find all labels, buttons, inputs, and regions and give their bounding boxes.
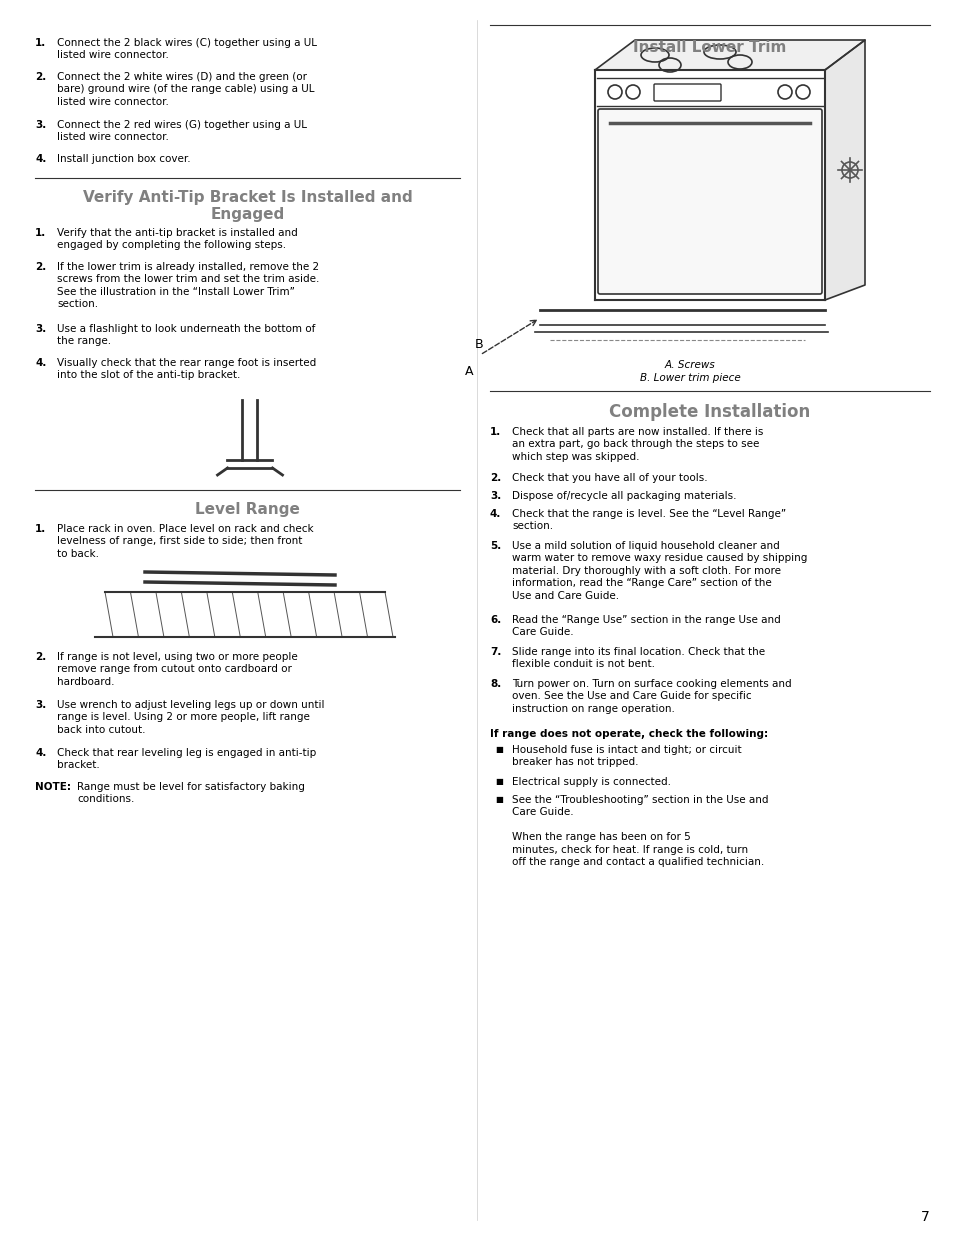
Text: B: B xyxy=(475,338,483,351)
Text: 3.: 3. xyxy=(35,700,46,710)
Text: Electrical supply is connected.: Electrical supply is connected. xyxy=(512,777,670,787)
Text: Check that you have all of your tools.: Check that you have all of your tools. xyxy=(512,473,707,483)
Text: Check that all parts are now installed. If there is
an extra part, go back throu: Check that all parts are now installed. … xyxy=(512,427,762,462)
Text: Read the “Range Use” section in the range Use and
Care Guide.: Read the “Range Use” section in the rang… xyxy=(512,615,780,637)
Text: 7.: 7. xyxy=(490,647,501,657)
Text: Verify that the anti-tip bracket is installed and
engaged by completing the foll: Verify that the anti-tip bracket is inst… xyxy=(57,228,297,251)
Text: 4.: 4. xyxy=(35,154,47,164)
Text: If range is not level, using two or more people
remove range from cutout onto ca: If range is not level, using two or more… xyxy=(57,652,297,687)
Text: 2.: 2. xyxy=(35,652,46,662)
Text: B. Lower trim piece: B. Lower trim piece xyxy=(639,373,740,383)
Text: ■: ■ xyxy=(495,777,502,785)
Text: Connect the 2 white wires (D) and the green (or
bare) ground wire (of the range : Connect the 2 white wires (D) and the gr… xyxy=(57,72,314,106)
Text: See the “Troubleshooting” section in the Use and
Care Guide.

When the range has: See the “Troubleshooting” section in the… xyxy=(512,795,768,867)
Text: Dispose of/recycle all packaging materials.: Dispose of/recycle all packaging materia… xyxy=(512,492,736,501)
Text: 3.: 3. xyxy=(35,324,46,333)
Text: Household fuse is intact and tight; or circuit
breaker has not tripped.: Household fuse is intact and tight; or c… xyxy=(512,745,740,767)
Polygon shape xyxy=(595,40,864,70)
Text: NOTE:: NOTE: xyxy=(35,782,71,792)
Text: Range must be level for satisfactory baking
conditions.: Range must be level for satisfactory bak… xyxy=(77,782,305,804)
Text: A: A xyxy=(464,366,473,378)
Text: Check that the range is level. See the “Level Range”
section.: Check that the range is level. See the “… xyxy=(512,509,785,531)
Text: 6.: 6. xyxy=(490,615,500,625)
Text: 4.: 4. xyxy=(35,748,47,758)
Text: Connect the 2 black wires (C) together using a UL
listed wire connector.: Connect the 2 black wires (C) together u… xyxy=(57,38,316,61)
Text: A. Screws: A. Screws xyxy=(664,359,715,370)
Text: 3.: 3. xyxy=(35,120,46,130)
Text: 8.: 8. xyxy=(490,679,500,689)
Text: Level Range: Level Range xyxy=(194,501,299,517)
Text: If the lower trim is already installed, remove the 2
screws from the lower trim : If the lower trim is already installed, … xyxy=(57,262,319,309)
Text: 4.: 4. xyxy=(35,358,47,368)
Text: 5.: 5. xyxy=(490,541,500,551)
Text: Connect the 2 red wires (G) together using a UL
listed wire connector.: Connect the 2 red wires (G) together usi… xyxy=(57,120,307,142)
Text: Install Lower Trim: Install Lower Trim xyxy=(633,40,786,56)
Text: Check that rear leveling leg is engaged in anti-tip
bracket.: Check that rear leveling leg is engaged … xyxy=(57,748,315,771)
Text: Use wrench to adjust leveling legs up or down until
range is level. Using 2 or m: Use wrench to adjust leveling legs up or… xyxy=(57,700,324,735)
Text: 4.: 4. xyxy=(490,509,501,519)
Text: 2.: 2. xyxy=(35,262,46,272)
Text: If range does not operate, check the following:: If range does not operate, check the fol… xyxy=(490,729,767,739)
Text: Place rack in oven. Place level on rack and check
levelness of range, first side: Place rack in oven. Place level on rack … xyxy=(57,524,314,558)
Polygon shape xyxy=(824,40,864,300)
Text: 1.: 1. xyxy=(35,524,46,534)
Text: 3.: 3. xyxy=(490,492,500,501)
Text: Turn power on. Turn on surface cooking elements and
oven. See the Use and Care G: Turn power on. Turn on surface cooking e… xyxy=(512,679,791,714)
Text: ■: ■ xyxy=(495,795,502,804)
Text: 2.: 2. xyxy=(490,473,500,483)
Text: Complete Installation: Complete Installation xyxy=(609,403,810,421)
Text: 7: 7 xyxy=(921,1210,929,1224)
Text: Visually check that the rear range foot is inserted
into the slot of the anti-ti: Visually check that the rear range foot … xyxy=(57,358,315,380)
Text: 2.: 2. xyxy=(35,72,46,82)
Text: Slide range into its final location. Check that the
flexible conduit is not bent: Slide range into its final location. Che… xyxy=(512,647,764,669)
Text: 1.: 1. xyxy=(35,38,46,48)
Text: ■: ■ xyxy=(495,745,502,755)
Text: Install junction box cover.: Install junction box cover. xyxy=(57,154,191,164)
Text: Use a mild solution of liquid household cleaner and
warm water to remove waxy re: Use a mild solution of liquid household … xyxy=(512,541,806,600)
Text: 1.: 1. xyxy=(490,427,500,437)
Text: 1.: 1. xyxy=(35,228,46,238)
FancyBboxPatch shape xyxy=(598,109,821,294)
Text: Verify Anti-Tip Bracket Is Installed and
Engaged: Verify Anti-Tip Bracket Is Installed and… xyxy=(83,190,412,222)
Text: Use a flashlight to look underneath the bottom of
the range.: Use a flashlight to look underneath the … xyxy=(57,324,315,346)
